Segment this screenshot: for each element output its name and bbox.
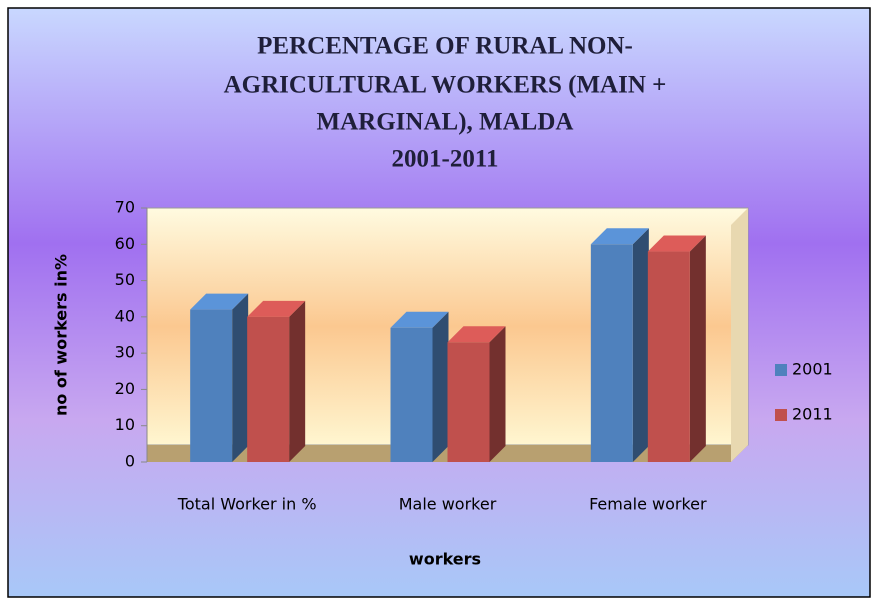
y-tick-label: 60	[115, 234, 135, 253]
bar-top	[190, 293, 249, 310]
bar-side	[289, 300, 306, 462]
bar-top	[247, 300, 306, 317]
bar-side	[489, 326, 506, 462]
y-tick-label: 70	[115, 198, 135, 217]
bar-front	[447, 342, 490, 462]
y-axis-title: no of workers in%	[52, 254, 71, 416]
plot-side	[731, 208, 748, 462]
bar-front	[647, 251, 690, 462]
bar	[590, 228, 649, 462]
x-tick-label: Female worker	[589, 495, 707, 514]
legend-swatch	[775, 364, 787, 376]
bar-front	[590, 244, 633, 462]
bar-front	[190, 309, 233, 462]
bar-side	[432, 311, 449, 462]
bar	[447, 326, 506, 462]
x-axis-title: workers	[409, 550, 481, 569]
bar-side	[689, 235, 706, 462]
y-tick-label: 20	[115, 379, 135, 398]
legend-label: 2001	[792, 360, 833, 379]
chart-title: MARGINAL), MALDA	[317, 109, 574, 136]
y-tick-label: 10	[115, 415, 135, 434]
bar-front	[390, 327, 433, 462]
chart-title: 2001-2011	[392, 146, 499, 173]
y-tick-label: 50	[115, 270, 135, 289]
chart-title: AGRICULTURAL WORKERS (MAIN +	[224, 72, 667, 99]
bar-side	[632, 228, 649, 462]
legend-label: 2011	[792, 405, 833, 424]
chart-title: PERCENTAGE OF RURAL NON-	[257, 33, 633, 60]
bar-top	[647, 235, 706, 252]
x-tick-label: Male worker	[399, 495, 497, 514]
legend-swatch	[775, 409, 787, 421]
bar	[390, 311, 449, 462]
bar-top	[590, 228, 649, 245]
x-tick-label: Total Worker in %	[177, 495, 317, 514]
y-tick-label: 40	[115, 306, 135, 325]
y-tick-label: 30	[115, 343, 135, 362]
bar-side	[232, 293, 249, 462]
bar	[247, 300, 306, 462]
bar-top	[390, 311, 449, 328]
bar	[190, 293, 249, 462]
bar-front	[247, 316, 290, 462]
bar	[647, 235, 706, 462]
y-tick-label: 0	[125, 452, 135, 471]
bar-top	[447, 326, 506, 343]
